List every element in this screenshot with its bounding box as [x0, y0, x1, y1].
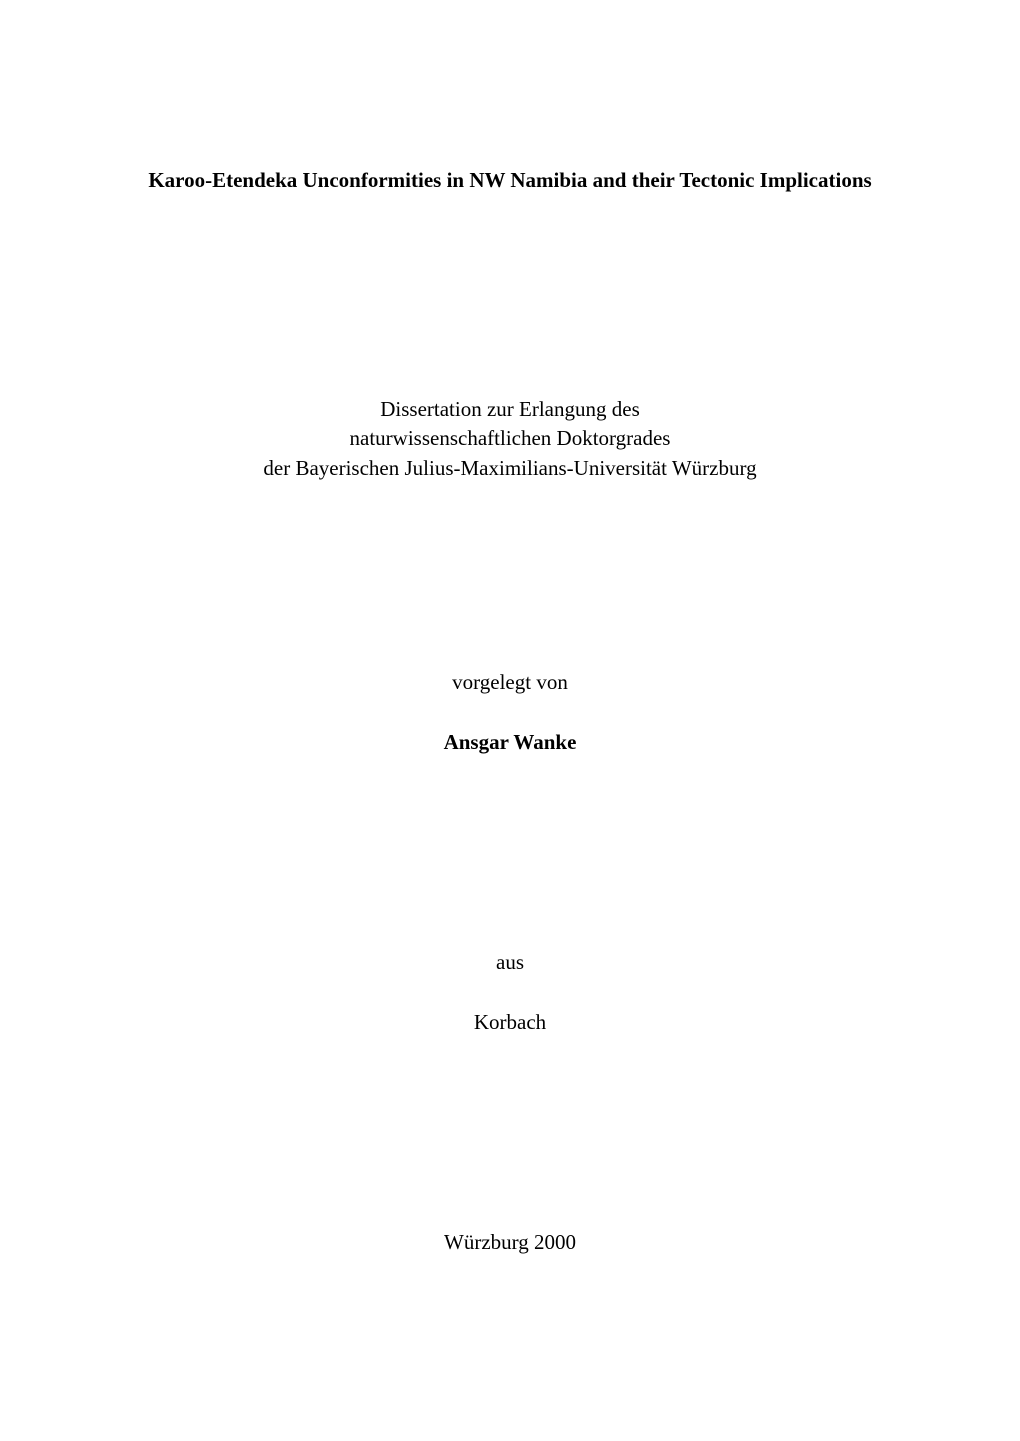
degree-purpose-line-1: Dissertation zur Erlangung des — [0, 395, 1020, 424]
dissertation-title-page: Karoo-Etendeka Unconformities in NW Nami… — [0, 0, 1020, 1441]
submitted-by-label: vorgelegt von — [0, 670, 1020, 695]
thesis-title: Karoo-Etendeka Unconformities in NW Nami… — [0, 168, 1020, 193]
author-hometown: Korbach — [0, 1010, 1020, 1035]
from-label: aus — [0, 950, 1020, 975]
publication-place-year: Würzburg 2000 — [0, 1230, 1020, 1255]
degree-purpose-line-2: naturwissenschaftlichen Doktorgrades — [0, 424, 1020, 453]
author-name: Ansgar Wanke — [0, 730, 1020, 755]
degree-purpose-line-3: der Bayerischen Julius-Maximilians-Unive… — [0, 454, 1020, 483]
degree-purpose-block: Dissertation zur Erlangung des naturwiss… — [0, 395, 1020, 483]
